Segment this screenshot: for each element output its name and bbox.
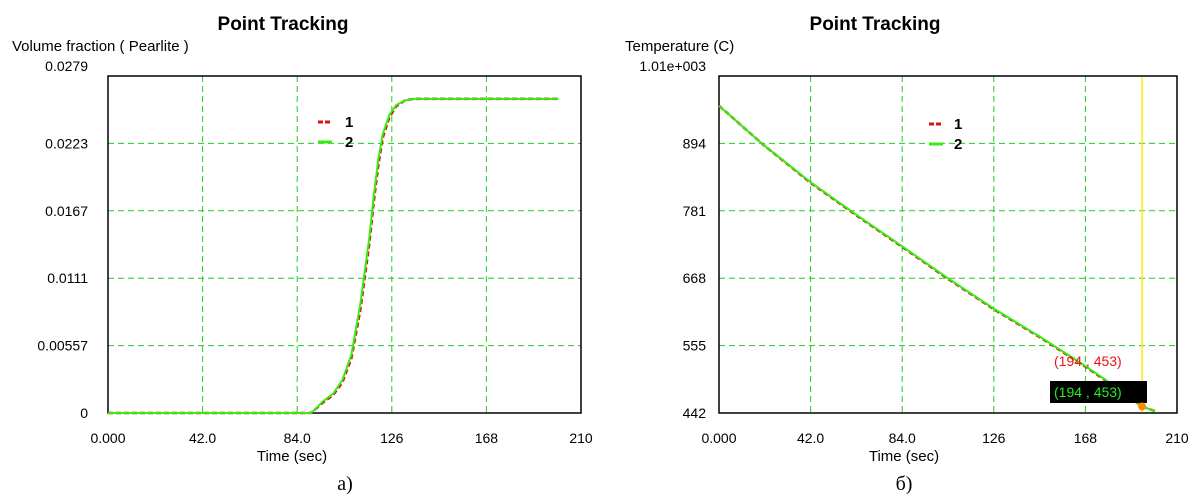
chart-left-xticks: 0.000 42.0 84.0 126 168 210	[90, 430, 592, 446]
chart-left-grid	[108, 76, 581, 413]
chart-left-xtick-2: 84.0	[284, 430, 311, 446]
chart-left-legend-label-1: 1	[345, 114, 353, 131]
chart-right-ylabel: Temperature (C)	[625, 38, 734, 55]
chart-left-ytick-3: 0.0167	[45, 203, 88, 219]
chart-left-title: Point Tracking	[218, 14, 349, 35]
chart-left-plot-frame	[107, 75, 582, 414]
chart-right-annotation-series-2: (194 , 453)	[1054, 384, 1122, 400]
chart-left-series-2-line	[108, 97, 559, 414]
chart-left: Point Tracking Volume fraction ( Pearlit…	[12, 14, 593, 465]
caption-right: б)	[896, 473, 913, 495]
chart-right-cursor-marker[interactable]	[1138, 402, 1147, 411]
chart-right-grid	[719, 76, 1177, 413]
chart-right-ytick-1: 555	[683, 338, 707, 354]
chart-right-xticks: 0.000 42.0 84.0 126 168 210	[701, 430, 1188, 446]
chart-right-xtick-4: 168	[1074, 430, 1098, 446]
chart-left-ylabel: Volume fraction ( Pearlite )	[12, 38, 189, 55]
chart-right-xtick-1: 42.0	[797, 430, 824, 446]
caption-left: а)	[337, 473, 353, 495]
chart-right-xtick-5: 210	[1165, 430, 1189, 446]
chart-right-title: Point Tracking	[810, 14, 941, 35]
chart-right-annotation-bg	[1050, 381, 1147, 403]
chart-left-legend-label-2: 2	[345, 134, 353, 151]
chart-left-legend: 1 2	[318, 114, 353, 151]
chart-right-legend-label-1: 1	[954, 116, 962, 133]
chart-left-xtick-1: 42.0	[189, 430, 216, 446]
chart-right-ytick-0: 442	[683, 405, 707, 421]
chart-right-xtick-3: 126	[982, 430, 1006, 446]
chart-right-xtick-0: 0.000	[701, 430, 736, 446]
chart-left-ytick-0: 0	[80, 405, 88, 421]
chart-left-xtick-5: 210	[569, 430, 593, 446]
chart-right-yticks: 442 555 668 781 894 1.01e+003	[639, 58, 706, 421]
chart-right-xlabel: Time (sec)	[869, 448, 939, 465]
chart-left-ytick-4: 0.0223	[45, 135, 88, 151]
chart-left-ytick-5: 0.0279	[45, 58, 88, 74]
chart-right-ytick-2: 668	[683, 270, 707, 286]
chart-right: Point Tracking Temperature (C) 442 555 6…	[625, 14, 1189, 465]
chart-left-ytick-2: 0.0111	[47, 270, 88, 286]
chart-right-xtick-2: 84.0	[889, 430, 916, 446]
chart-right-plot-frame	[718, 75, 1178, 414]
chart-right-legend-label-2: 2	[954, 136, 962, 153]
chart-right-ytick-5: 1.01e+003	[639, 58, 706, 74]
chart-left-ytick-1: 0.00557	[37, 338, 88, 354]
chart-right-ytick-3: 781	[683, 203, 707, 219]
chart-left-xtick-4: 168	[475, 430, 499, 446]
chart-right-annotation-series-1: (194 , 453)	[1054, 353, 1122, 369]
chart-left-series-1-line	[108, 97, 559, 415]
chart-right-legend: 1 2	[929, 116, 962, 153]
chart-left-xtick-3: 126	[380, 430, 404, 446]
chart-left-yticks: 0 0.00557 0.0111 0.0167 0.0223 0.0279	[37, 58, 88, 421]
chart-left-xtick-0: 0.000	[90, 430, 125, 446]
chart-left-xlabel: Time (sec)	[257, 448, 327, 465]
chart-right-ytick-4: 894	[683, 135, 707, 151]
